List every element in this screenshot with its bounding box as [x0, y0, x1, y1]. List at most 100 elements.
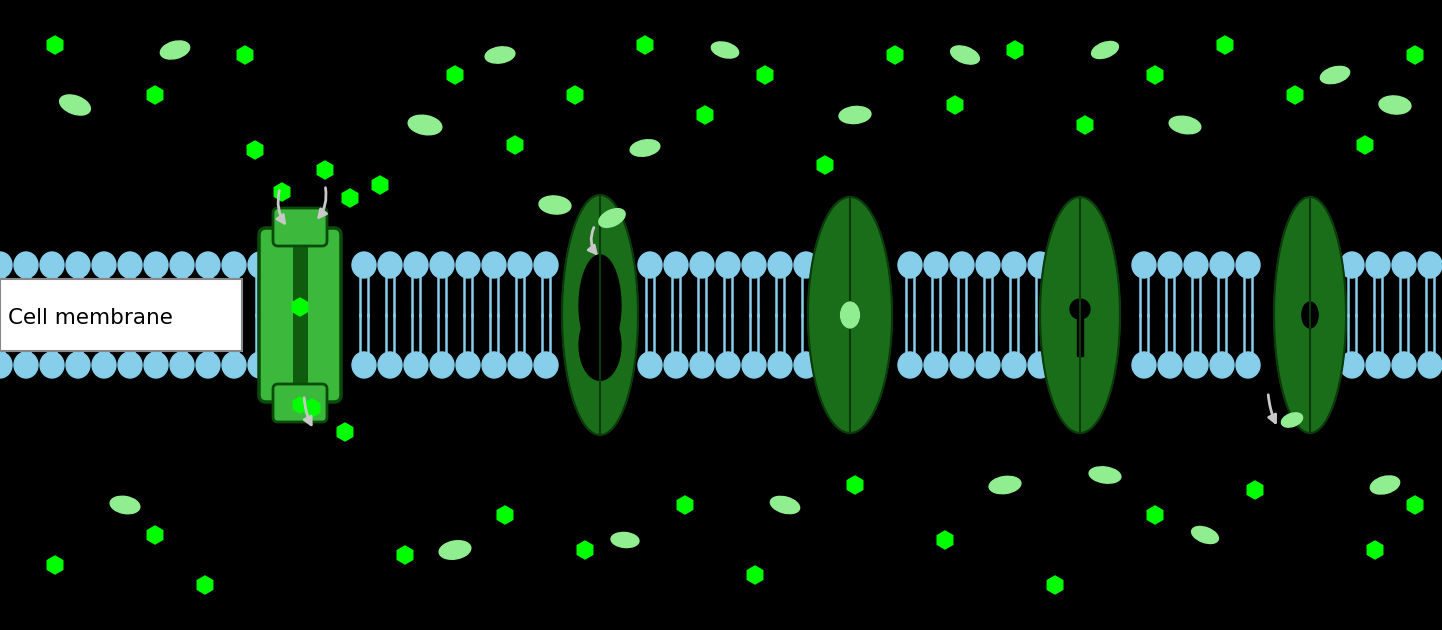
Polygon shape: [1007, 41, 1022, 59]
Ellipse shape: [92, 352, 115, 378]
Ellipse shape: [144, 252, 169, 278]
Ellipse shape: [14, 352, 37, 378]
Polygon shape: [808, 197, 893, 433]
Ellipse shape: [485, 47, 515, 63]
Bar: [0, 279, 242, 351]
Polygon shape: [567, 86, 583, 104]
Ellipse shape: [508, 252, 532, 278]
Ellipse shape: [924, 352, 947, 378]
Ellipse shape: [1002, 352, 1027, 378]
Ellipse shape: [430, 252, 454, 278]
Ellipse shape: [534, 252, 558, 278]
Ellipse shape: [1169, 116, 1201, 134]
Polygon shape: [696, 106, 712, 124]
FancyBboxPatch shape: [273, 208, 327, 246]
Ellipse shape: [66, 252, 89, 278]
Polygon shape: [1077, 319, 1083, 357]
Polygon shape: [637, 36, 653, 54]
Ellipse shape: [743, 352, 766, 378]
Ellipse shape: [1132, 252, 1156, 278]
Ellipse shape: [222, 352, 247, 378]
Ellipse shape: [248, 352, 273, 378]
Polygon shape: [397, 546, 412, 564]
Polygon shape: [317, 161, 333, 179]
Ellipse shape: [950, 352, 973, 378]
Ellipse shape: [1236, 352, 1260, 378]
Ellipse shape: [440, 541, 472, 559]
Ellipse shape: [950, 252, 973, 278]
Polygon shape: [747, 566, 763, 584]
Ellipse shape: [663, 352, 688, 378]
Ellipse shape: [1191, 527, 1218, 544]
Ellipse shape: [989, 476, 1021, 494]
Ellipse shape: [1340, 252, 1364, 278]
Ellipse shape: [637, 252, 662, 278]
Ellipse shape: [222, 252, 247, 278]
Polygon shape: [1273, 197, 1345, 433]
Ellipse shape: [1158, 252, 1182, 278]
Ellipse shape: [976, 252, 999, 278]
Ellipse shape: [841, 302, 859, 328]
Ellipse shape: [378, 252, 402, 278]
Polygon shape: [447, 66, 463, 84]
Ellipse shape: [1002, 252, 1027, 278]
Polygon shape: [293, 397, 307, 413]
Ellipse shape: [534, 352, 558, 378]
Polygon shape: [1217, 36, 1233, 54]
Polygon shape: [147, 86, 163, 104]
Ellipse shape: [1282, 413, 1302, 427]
Ellipse shape: [482, 352, 506, 378]
Ellipse shape: [352, 352, 376, 378]
Ellipse shape: [1210, 352, 1234, 378]
Polygon shape: [1148, 66, 1162, 84]
Ellipse shape: [539, 196, 571, 214]
Ellipse shape: [59, 95, 91, 115]
Ellipse shape: [1366, 252, 1390, 278]
Ellipse shape: [456, 352, 480, 378]
Ellipse shape: [1028, 352, 1053, 378]
Ellipse shape: [1392, 352, 1416, 378]
Ellipse shape: [0, 252, 12, 278]
Ellipse shape: [743, 252, 766, 278]
Ellipse shape: [795, 252, 818, 278]
Ellipse shape: [1089, 467, 1120, 483]
Ellipse shape: [717, 352, 740, 378]
Polygon shape: [1247, 481, 1263, 499]
Ellipse shape: [976, 352, 999, 378]
Ellipse shape: [839, 106, 871, 123]
Ellipse shape: [1184, 352, 1208, 378]
Ellipse shape: [196, 352, 221, 378]
Ellipse shape: [1158, 352, 1182, 378]
Ellipse shape: [196, 252, 221, 278]
Ellipse shape: [1092, 42, 1119, 59]
Ellipse shape: [691, 352, 714, 378]
Bar: [293, 247, 307, 383]
Polygon shape: [577, 541, 593, 559]
Ellipse shape: [1392, 252, 1416, 278]
Ellipse shape: [118, 252, 141, 278]
Polygon shape: [678, 496, 692, 514]
Polygon shape: [562, 195, 637, 435]
Ellipse shape: [769, 352, 792, 378]
Ellipse shape: [1210, 252, 1234, 278]
Polygon shape: [147, 526, 163, 544]
Ellipse shape: [0, 352, 12, 378]
Ellipse shape: [110, 496, 140, 514]
FancyBboxPatch shape: [260, 228, 340, 402]
Ellipse shape: [170, 352, 195, 378]
Ellipse shape: [92, 252, 115, 278]
Ellipse shape: [482, 252, 506, 278]
Ellipse shape: [898, 352, 921, 378]
Polygon shape: [1040, 197, 1120, 433]
Ellipse shape: [691, 252, 714, 278]
Ellipse shape: [769, 252, 792, 278]
Polygon shape: [580, 310, 622, 381]
Ellipse shape: [1028, 252, 1053, 278]
Polygon shape: [937, 531, 953, 549]
Polygon shape: [1367, 541, 1383, 559]
Ellipse shape: [144, 352, 169, 378]
Ellipse shape: [408, 115, 441, 135]
Ellipse shape: [598, 209, 626, 227]
Ellipse shape: [1417, 352, 1442, 378]
Ellipse shape: [663, 252, 688, 278]
